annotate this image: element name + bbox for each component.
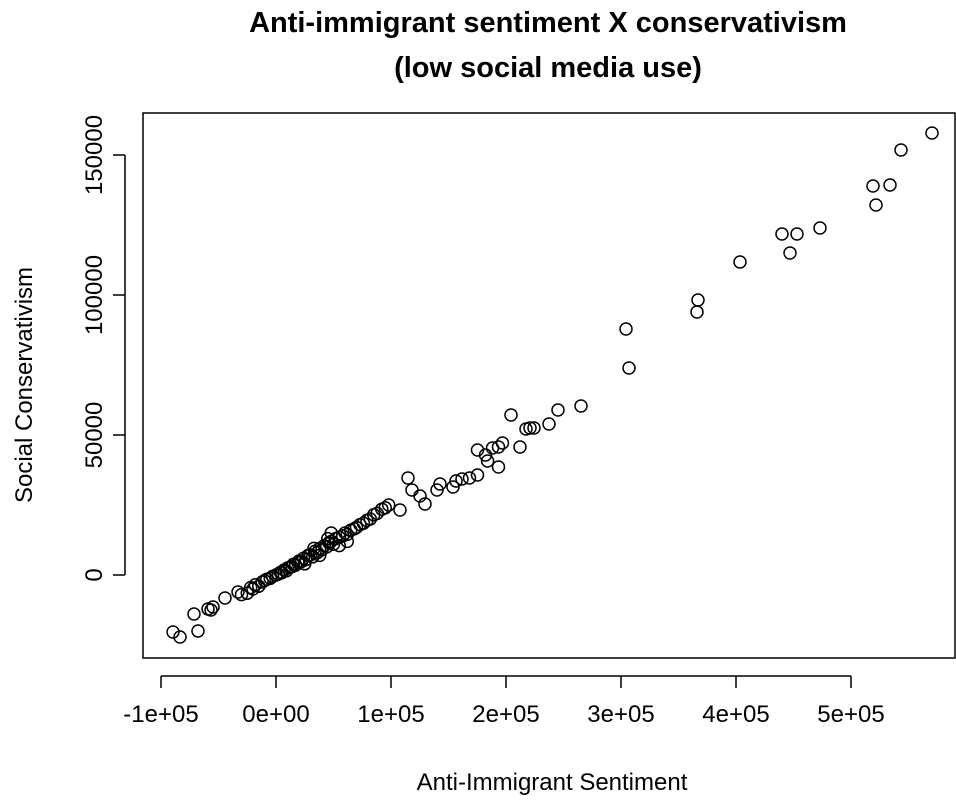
point (523, 421, 537, 435)
x-tick-label: 3e+05 (587, 701, 654, 728)
point (340, 534, 355, 549)
point (462, 471, 477, 485)
point (332, 538, 346, 553)
y-axis-label: Social Conservativism (11, 267, 38, 503)
point (324, 526, 338, 540)
point (307, 541, 321, 556)
chart-title: Anti-immigrant sentiment X conservativis… (249, 7, 847, 39)
chart-subtitle: (low social media use) (394, 52, 702, 84)
point (478, 448, 493, 462)
point (234, 587, 249, 602)
point (869, 198, 883, 212)
point (513, 440, 527, 454)
x-tick-label: 1e+05 (357, 701, 424, 728)
point (491, 460, 506, 474)
point (783, 246, 797, 260)
point (925, 126, 939, 140)
point (187, 607, 201, 621)
point (813, 221, 827, 235)
y-tick-label: 50000 (81, 402, 108, 469)
point (349, 520, 364, 535)
point (206, 600, 220, 614)
point (378, 501, 392, 515)
point (491, 440, 506, 454)
point (574, 399, 588, 413)
point (455, 472, 469, 486)
point (166, 625, 180, 639)
point (690, 305, 704, 319)
point (551, 403, 565, 417)
point (401, 471, 415, 485)
x-axis-label: Anti-Immigrant Sentiment (417, 769, 688, 796)
point (790, 227, 804, 241)
x-tick-label: 0e+00 (242, 701, 309, 728)
point (527, 421, 541, 435)
y-tick-label: 0 (81, 568, 108, 581)
point (733, 255, 747, 269)
point (231, 585, 245, 599)
point (485, 441, 500, 455)
point (405, 483, 419, 497)
point (480, 454, 495, 468)
point (257, 573, 272, 588)
point (866, 179, 880, 193)
point (204, 603, 218, 617)
plot-frame (142, 112, 956, 659)
x-tick-label: -1e+05 (123, 701, 198, 728)
point (470, 468, 485, 482)
point (393, 503, 407, 517)
point (173, 630, 187, 644)
point (504, 408, 518, 422)
point (297, 557, 312, 571)
point (430, 483, 444, 497)
x-tick-label: 2e+05 (472, 701, 539, 728)
point (542, 417, 556, 431)
point (446, 480, 460, 494)
point (191, 624, 205, 638)
x-tick-label: 4e+05 (702, 701, 769, 728)
point (418, 497, 432, 511)
point (218, 591, 232, 605)
point (381, 498, 396, 512)
y-tick-label: 100000 (81, 255, 108, 335)
point (622, 361, 636, 375)
point (775, 227, 789, 241)
point (356, 516, 371, 530)
point (691, 293, 705, 307)
y-tick-label: 150000 (81, 115, 108, 195)
x-tick-label: 5e+05 (817, 701, 884, 728)
point (619, 322, 633, 336)
point (894, 143, 908, 157)
point (883, 178, 897, 192)
